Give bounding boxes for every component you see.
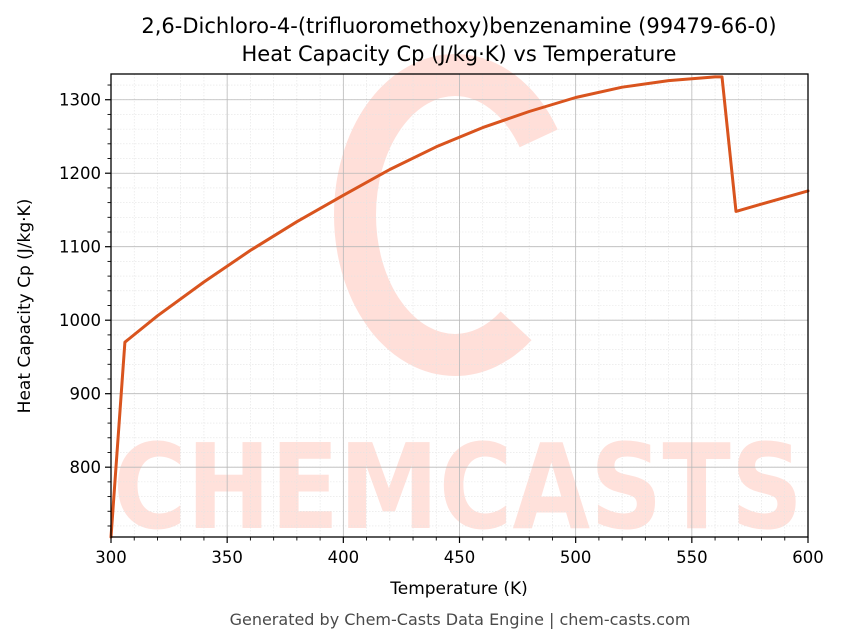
chart-title: 2,6-Dichloro-4-(trifluoromethoxy)benzena… [141, 14, 776, 38]
watermark: CHEMCASTS [113, 54, 803, 556]
x-tick-label: 600 [792, 548, 824, 567]
x-tick-label: 550 [676, 548, 708, 567]
x-tick-label: 400 [328, 548, 360, 567]
x-axis-label: Temperature (K) [389, 579, 528, 599]
ticks: 300 350 400 450 500 550 600 800 900 1000 1100 1200 1… [59, 84, 824, 567]
grid [110, 74, 809, 537]
y-tick-label: 1200 [59, 164, 101, 183]
chart-subtitle: Heat Capacity Cp (J/kg·K) vs Temperature [242, 42, 677, 66]
footer-credit: Generated by Chem-Casts Data Engine | ch… [230, 610, 691, 629]
watermark-text: CHEMCASTS [113, 418, 803, 556]
x-tick-label: 500 [560, 548, 592, 567]
y-tick-label: 1000 [59, 311, 101, 330]
y-tick-label: 1300 [59, 91, 101, 110]
y-tick-label: 800 [70, 458, 102, 477]
y-axis-label: Heat Capacity Cp (J/kg·K) [15, 199, 35, 414]
watermark-logo-c [334, 54, 576, 376]
line-layer [109, 75, 810, 539]
y-tick-label: 900 [70, 385, 102, 404]
x-tick-label: 350 [211, 548, 243, 567]
y-tick-label: 1100 [59, 238, 101, 257]
x-tick-label: 300 [95, 548, 127, 567]
x-tick-label: 450 [444, 548, 476, 567]
series-line-0 [109, 75, 810, 539]
